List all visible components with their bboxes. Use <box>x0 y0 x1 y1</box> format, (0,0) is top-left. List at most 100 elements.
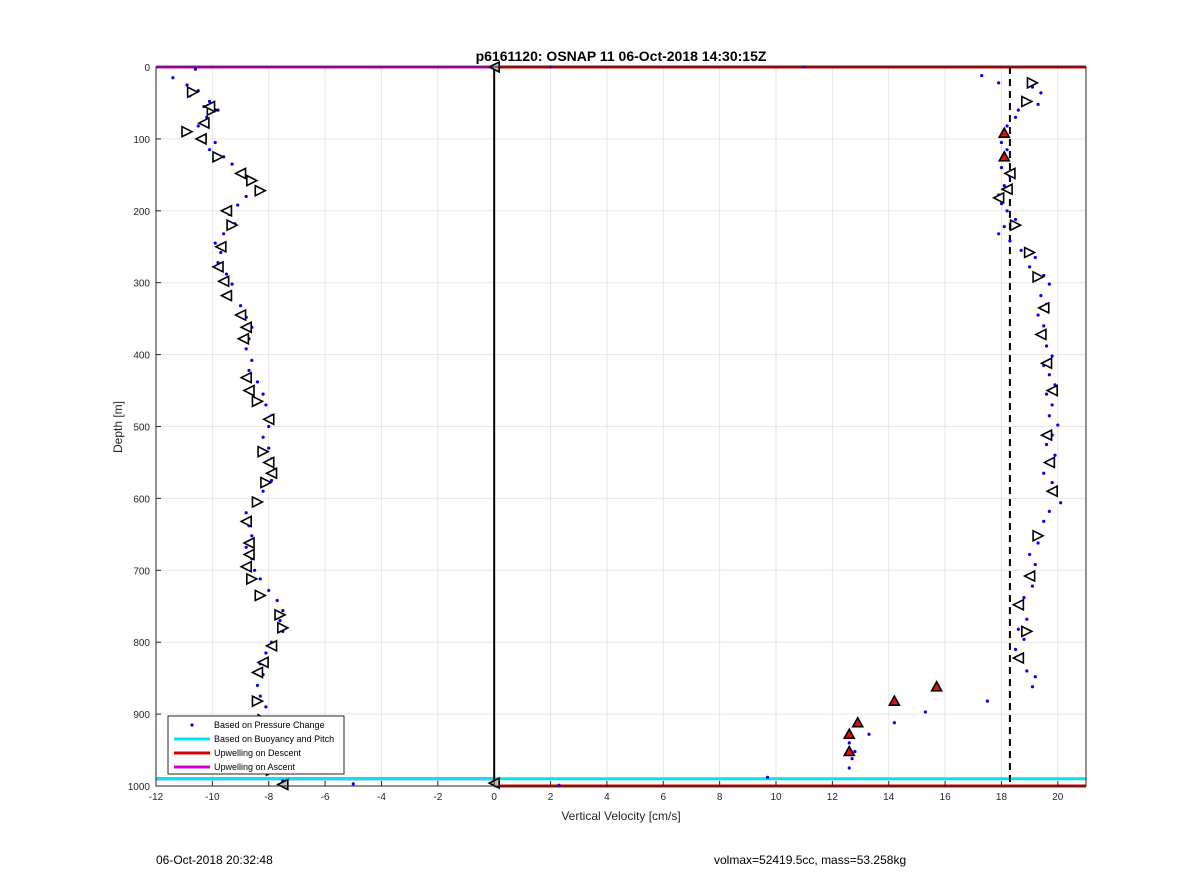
buoyancy-marker-left <box>211 260 224 274</box>
pressure-change-point <box>847 766 851 770</box>
buoyancy-marker-left <box>219 204 233 218</box>
pressure-change-point <box>1059 501 1063 505</box>
footer-timestamp: 06-Oct-2018 20:32:48 <box>156 853 273 867</box>
buoyancy-marker-right <box>246 572 259 586</box>
pressure-change-point <box>213 241 217 245</box>
pressure-change-point <box>244 511 248 515</box>
pressure-change-point <box>1022 637 1026 641</box>
pressure-change-point <box>275 598 279 603</box>
buoyancy-marker-left <box>202 100 216 113</box>
buoyancy-marker-right <box>212 150 225 164</box>
buoyancy-marker-left <box>194 132 207 146</box>
pressure-change-point <box>258 694 262 698</box>
x-axis-ticks: -12 -10 -8 -6 -4 -2 0 2 4 6 8 10 12 14 16 18 20 <box>149 781 1064 803</box>
x-tick-label: 8 <box>717 792 723 803</box>
y-tick-label: 300 <box>133 279 150 290</box>
pressure-change-point <box>892 721 896 725</box>
pressure-change-point <box>1044 442 1049 447</box>
pressure-change-point <box>1019 248 1023 252</box>
pressure-change-point <box>1022 596 1026 600</box>
pressure-change-point <box>244 347 248 351</box>
pressure-change-point <box>997 81 1001 85</box>
pressure-change-point <box>867 732 871 736</box>
buoyancy-marker-red <box>842 727 856 740</box>
buoyancy-marker-right <box>1032 270 1045 284</box>
pressure-change-point <box>1050 354 1054 358</box>
pressure-change-point <box>230 162 234 166</box>
buoyancy-marker-left <box>991 191 1005 205</box>
buoyancy-marker-zero <box>276 778 289 791</box>
pressure-change-point <box>1042 324 1046 328</box>
buoyancy-marker-left <box>233 308 247 322</box>
legend-entry-label: Upwelling on Ascent <box>214 762 296 772</box>
pressure-change-point <box>219 250 223 255</box>
pressure-change-point <box>1013 115 1018 119</box>
buoyancy-marker-left <box>1039 356 1053 370</box>
buoyancy-marker-left <box>216 274 230 288</box>
pressure-change-point <box>1002 184 1006 188</box>
y-tick-label: 600 <box>133 494 150 505</box>
pressure-change-point <box>258 577 262 581</box>
buoyancy-marker-left <box>264 639 278 653</box>
pressure-change-point <box>267 424 271 429</box>
x-tick-label: -10 <box>205 792 220 803</box>
pressure-change-point <box>222 232 226 236</box>
x-tick-label: 16 <box>940 792 952 803</box>
x-tick-label: 0 <box>491 792 497 803</box>
buoyancy-marker-left <box>239 515 252 528</box>
buoyancy-marker-left <box>219 289 233 302</box>
y-tick-label: 100 <box>133 135 150 146</box>
pressure-change-point <box>261 489 265 493</box>
pressure-change-point <box>1013 647 1018 651</box>
buoyancy-marker-red <box>888 694 901 706</box>
pressure-change-point <box>247 368 251 373</box>
legend-entry-label: Based on Buoyancy and Pitch <box>214 734 334 744</box>
legend-box <box>167 715 345 775</box>
pressure-change-point <box>1050 403 1054 407</box>
pressure-change-point <box>281 608 285 613</box>
buoyancy-marker-right <box>181 125 194 139</box>
pressure-change-point <box>207 148 212 152</box>
x-tick-label: 14 <box>883 792 895 803</box>
buoyancy-marker-right <box>1009 218 1023 232</box>
y-tick-label: 800 <box>133 638 150 649</box>
pressure-change-point <box>207 99 212 104</box>
pressure-change-point <box>244 194 248 199</box>
y-tick-label: 400 <box>133 351 150 362</box>
pressure-change-point <box>1005 209 1009 213</box>
pressure-change-point <box>250 358 254 362</box>
pressure-change-point <box>1036 313 1040 317</box>
pressure-change-point <box>267 446 271 450</box>
buoyancy-marker-right <box>251 694 265 708</box>
chart-title: p6161120: OSNAP 11 06-Oct-2018 14:30:15Z <box>476 48 767 64</box>
pressure-change-point <box>185 83 189 87</box>
pressure-change-point <box>765 775 770 779</box>
buoyancy-marker-right <box>1026 76 1040 90</box>
y-axis-ticks: 0 100 200 300 400 500 600 700 800 900 1000 <box>128 63 161 793</box>
buoyancy-marker-left <box>233 167 247 180</box>
pressure-change-point <box>923 710 927 714</box>
pressure-change-point <box>1025 669 1029 673</box>
buoyancy-marker-right <box>246 174 259 187</box>
buoyancy-marker-left <box>214 240 227 254</box>
pressure-change-point <box>1028 265 1032 269</box>
buoyancy-marker-left <box>239 371 252 384</box>
pressure-change-point <box>1016 108 1020 112</box>
buoyancy-marker-right <box>1032 529 1045 543</box>
buoyancy-marker-red <box>930 680 943 692</box>
pressure-change-point <box>853 749 857 754</box>
pressure-change-point <box>1008 239 1012 243</box>
pressure-change-point <box>1030 584 1035 588</box>
x-tick-label: 10 <box>770 792 782 803</box>
pressure-change-point <box>1047 282 1051 286</box>
pressure-change-point <box>1005 148 1009 152</box>
pressure-change-point <box>1030 685 1035 689</box>
legend-entry-label: Based on Pressure Change <box>214 720 325 730</box>
pressure-change-point <box>264 403 268 407</box>
buoyancy-marker-red <box>851 716 865 728</box>
pressure-change-point <box>985 699 989 703</box>
buoyancy-marker-right <box>257 445 270 458</box>
y-tick-label: 0 <box>144 63 150 74</box>
pressure-change-point <box>261 435 265 439</box>
